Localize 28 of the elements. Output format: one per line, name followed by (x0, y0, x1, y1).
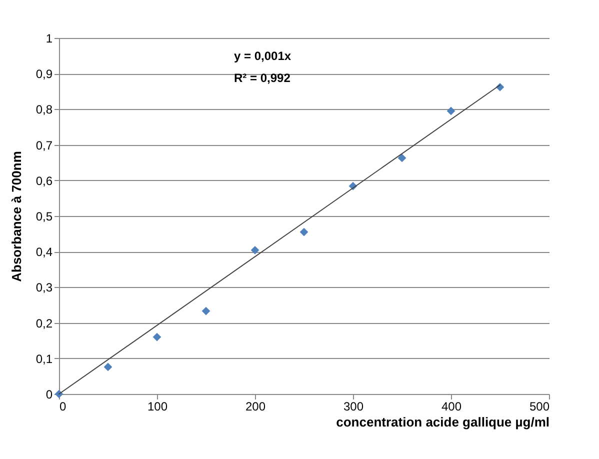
x-tick-label: 200 (245, 400, 266, 414)
y-tick-label: 0,1 (36, 352, 53, 366)
point (250, 246, 260, 254)
y-tick-label: 0 (46, 388, 53, 402)
annotation: R² = 0,992 (234, 71, 291, 85)
y-tick-label: 0,9 (36, 67, 53, 82)
x-tick-label: 300 (343, 400, 364, 414)
y-tick-label: 0,5 (36, 210, 53, 224)
x-axis-title: concentration acide gallique µg/ml (336, 414, 550, 430)
x-tick-label: 0 (60, 400, 66, 414)
x-tick-label: 100 (147, 400, 168, 414)
point (300, 228, 308, 236)
y-tick-label: 0,2 (36, 316, 53, 330)
annotation: y = 0,001x (234, 49, 292, 63)
point (104, 362, 112, 372)
y-tick-label: 0,8 (36, 102, 53, 117)
point (446, 106, 456, 116)
point (152, 332, 162, 342)
point (202, 306, 210, 316)
y-tick-label: 0,7 (36, 138, 53, 152)
x-tick-label: 500 (529, 400, 550, 414)
y-tick-label: 1 (46, 32, 53, 46)
y-tick-label: 0,3 (36, 280, 53, 295)
y-tick-label: 0,4 (36, 245, 53, 260)
point (398, 154, 406, 162)
y-tick-label: 0,6 (36, 174, 53, 188)
x-tick-label: 400 (441, 400, 462, 414)
y-axis-title: Absorbance à 700nm (8, 151, 24, 282)
